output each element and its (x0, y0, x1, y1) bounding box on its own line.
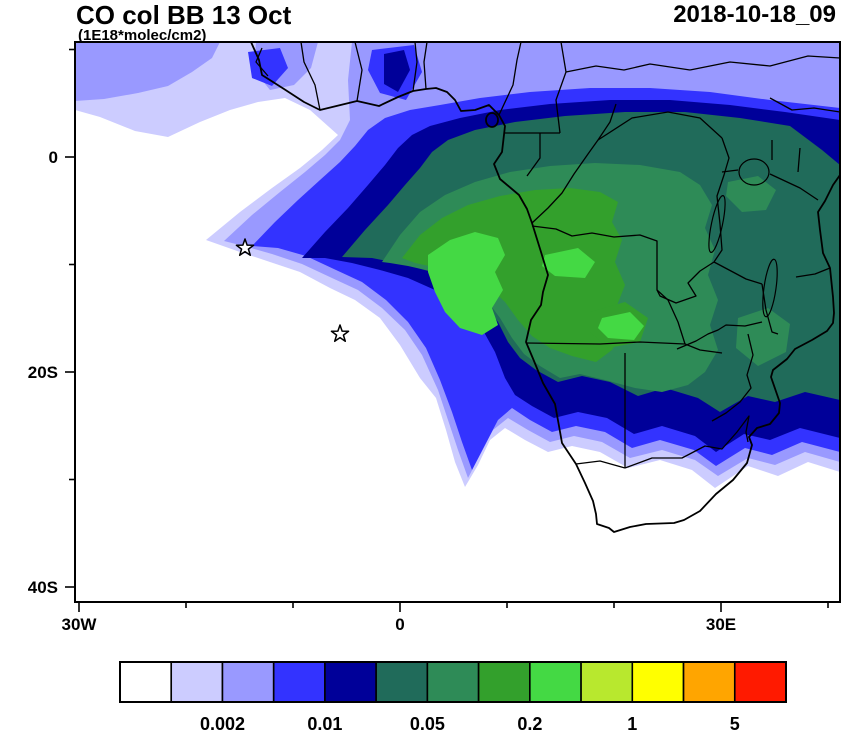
contour-level-0.2-c (598, 312, 644, 340)
colorbar-cell (170, 661, 224, 703)
contour-level-0.1 (402, 188, 625, 362)
border-cameroon-south-east (505, 42, 567, 134)
axis-labels: 0 20S 40S 30W 0 30E (28, 148, 736, 634)
contour-level-0.05-east-a (736, 308, 790, 366)
border-zimbabwe-mozambique (711, 333, 754, 422)
border-car-sudan (689, 55, 840, 71)
border-kenya-tanzania (721, 169, 819, 201)
country-borders (255, 42, 840, 469)
colorbar-tick-label: 5 (730, 714, 740, 734)
border-drc-east (713, 137, 730, 263)
plot-date: 2018-10-18_09 (673, 1, 836, 28)
border-zambia-drc-tanzania (656, 261, 763, 304)
border-angola-namibia (525, 341, 723, 354)
colorbar-labels: 0.002 0.01 0.05 0.2 1 5 (200, 714, 740, 734)
border-benin-nigeria (423, 42, 428, 90)
colorbar-cell (529, 661, 582, 703)
colorbar-cell (631, 661, 685, 703)
plot-units-subtitle: (1E18*molec/cm2) (78, 27, 206, 44)
contour-level-0.002-west (75, 42, 220, 101)
colorbar-cell (733, 661, 787, 703)
axis-ticks (65, 48, 829, 612)
x-tick-0: 0 (395, 615, 404, 634)
border-kenya-ethiopia (769, 97, 840, 113)
border-angola-drc-zambia (531, 225, 686, 345)
contour-level-0.2-a (428, 232, 505, 335)
border-namibia-southafrica (575, 460, 626, 469)
border-zambia-zimbabwe (676, 321, 763, 350)
x-tick-30e: 30E (706, 615, 736, 634)
lake-victoria (738, 158, 770, 186)
lake-tanganyika (708, 195, 726, 253)
colorbar-cell (272, 661, 326, 703)
contour-fill-layers (75, 42, 840, 488)
border-liberia-cotedivoire (300, 42, 321, 111)
y-tick-20s: 20S (28, 363, 58, 382)
border-chad-car (565, 63, 691, 73)
border-botswana-southafrica (624, 415, 750, 469)
contour-level-0.05-east-b (726, 176, 776, 212)
colorbar (119, 661, 787, 703)
colorbar-tick-label: 0.2 (517, 714, 542, 734)
colorbar-cell (119, 661, 173, 703)
y-tick-0: 0 (49, 148, 58, 167)
colorbar-cell (324, 661, 377, 703)
border-tanzania-mozambique (795, 267, 831, 278)
x-tick-30w: 30W (62, 615, 98, 634)
colorbar-outline (119, 661, 787, 703)
bioko-island (485, 112, 499, 128)
star-marker-1 (235, 238, 255, 257)
star-marker-2 (330, 324, 350, 343)
y-tick-40s: 40S (28, 578, 58, 597)
plot-frame (74, 41, 841, 603)
colorbar-tick-label: 0.01 (307, 714, 342, 734)
colorbar-cell (221, 661, 275, 703)
colorbar-cell (426, 661, 480, 703)
colorbar-cell (682, 661, 736, 703)
colorbar-cell (375, 661, 429, 703)
plot-title: CO col BB 13 Oct (76, 0, 292, 30)
border-drc-north (597, 111, 723, 141)
lake-malawi (762, 258, 778, 318)
border-nigeria-cameroon (498, 42, 522, 116)
colorbar-cell (580, 661, 634, 703)
border-congo-drc (531, 103, 617, 224)
border-cotedivoire-ghana (354, 42, 363, 102)
colorbar-tick-label: 0.05 (410, 714, 445, 734)
border-zambia-malawi (761, 283, 779, 335)
border-guinea-sierraleone (255, 47, 269, 77)
contour-level-0.01-blob (384, 50, 410, 92)
colorbar-tick-label: 1 (627, 714, 637, 734)
colorbar-tick-label: 0.002 (200, 714, 245, 734)
border-togo-ghana (412, 42, 418, 92)
map-markers (235, 238, 350, 343)
border-gabon-congo (526, 133, 541, 177)
contour-level-0.2-b (542, 248, 595, 278)
colorbar-cell (477, 661, 531, 703)
border-uganda-kenya (771, 140, 801, 173)
